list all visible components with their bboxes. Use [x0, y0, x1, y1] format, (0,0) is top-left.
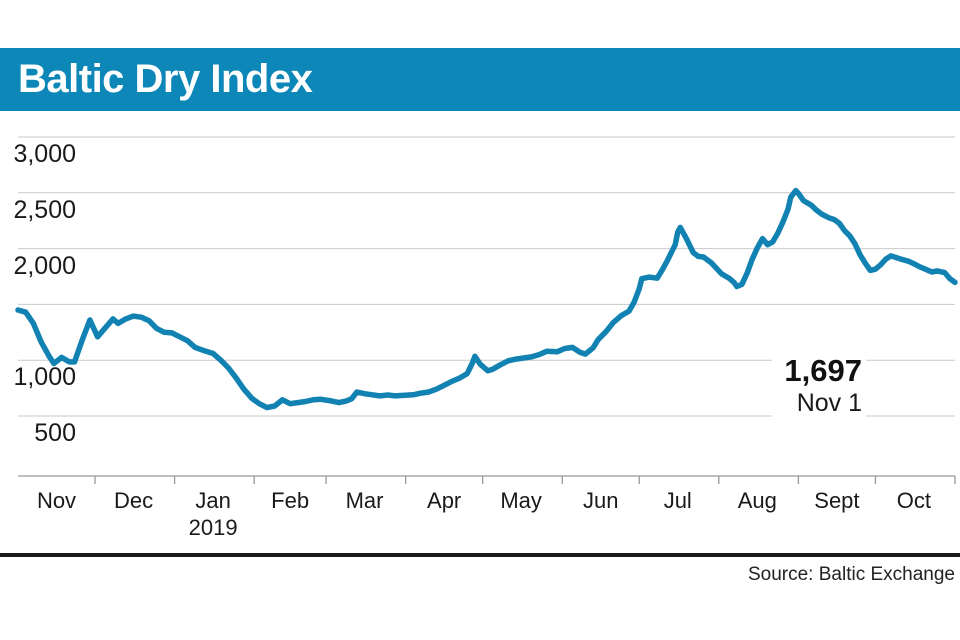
x-axis-label: Mar [345, 488, 384, 513]
x-axis-label: Oct [896, 488, 932, 513]
last-value-label: 1,697 [784, 353, 862, 388]
footer-divider-rule [0, 553, 960, 557]
x-axis-label: Jul [663, 488, 692, 513]
y-axis-label: 1,000 [13, 363, 76, 392]
x-axis-label: Jun [582, 488, 619, 513]
y-axis-label: 500 [34, 419, 76, 447]
title-banner: Baltic Dry Index [0, 48, 960, 111]
last-value-annotation: 1,697 Nov 1 [772, 353, 866, 425]
x-axis-label: Sept [814, 488, 860, 513]
x-axis-label: Dec [113, 488, 154, 513]
x-axis-label: May [500, 488, 542, 513]
page-title: Baltic Dry Index [18, 57, 313, 101]
x-axis-label: Nov [36, 488, 77, 513]
baltic-dry-index-line [15, 187, 958, 411]
source-text: Source: Baltic Exchange [747, 564, 955, 585]
last-value-date: Nov 1 [796, 388, 862, 417]
y-axis-label: 2,500 [13, 195, 76, 224]
x-axis-label: Aug [737, 488, 777, 513]
x-axis-label: Jan [195, 488, 231, 513]
x-axis-label: Feb [271, 488, 310, 513]
x-axis-label: Apr [427, 488, 462, 513]
x-axis-year-label: 2019 [188, 515, 238, 540]
y-axis-label: 2,000 [13, 251, 76, 280]
y-axis-label: 3,000 [13, 140, 76, 168]
